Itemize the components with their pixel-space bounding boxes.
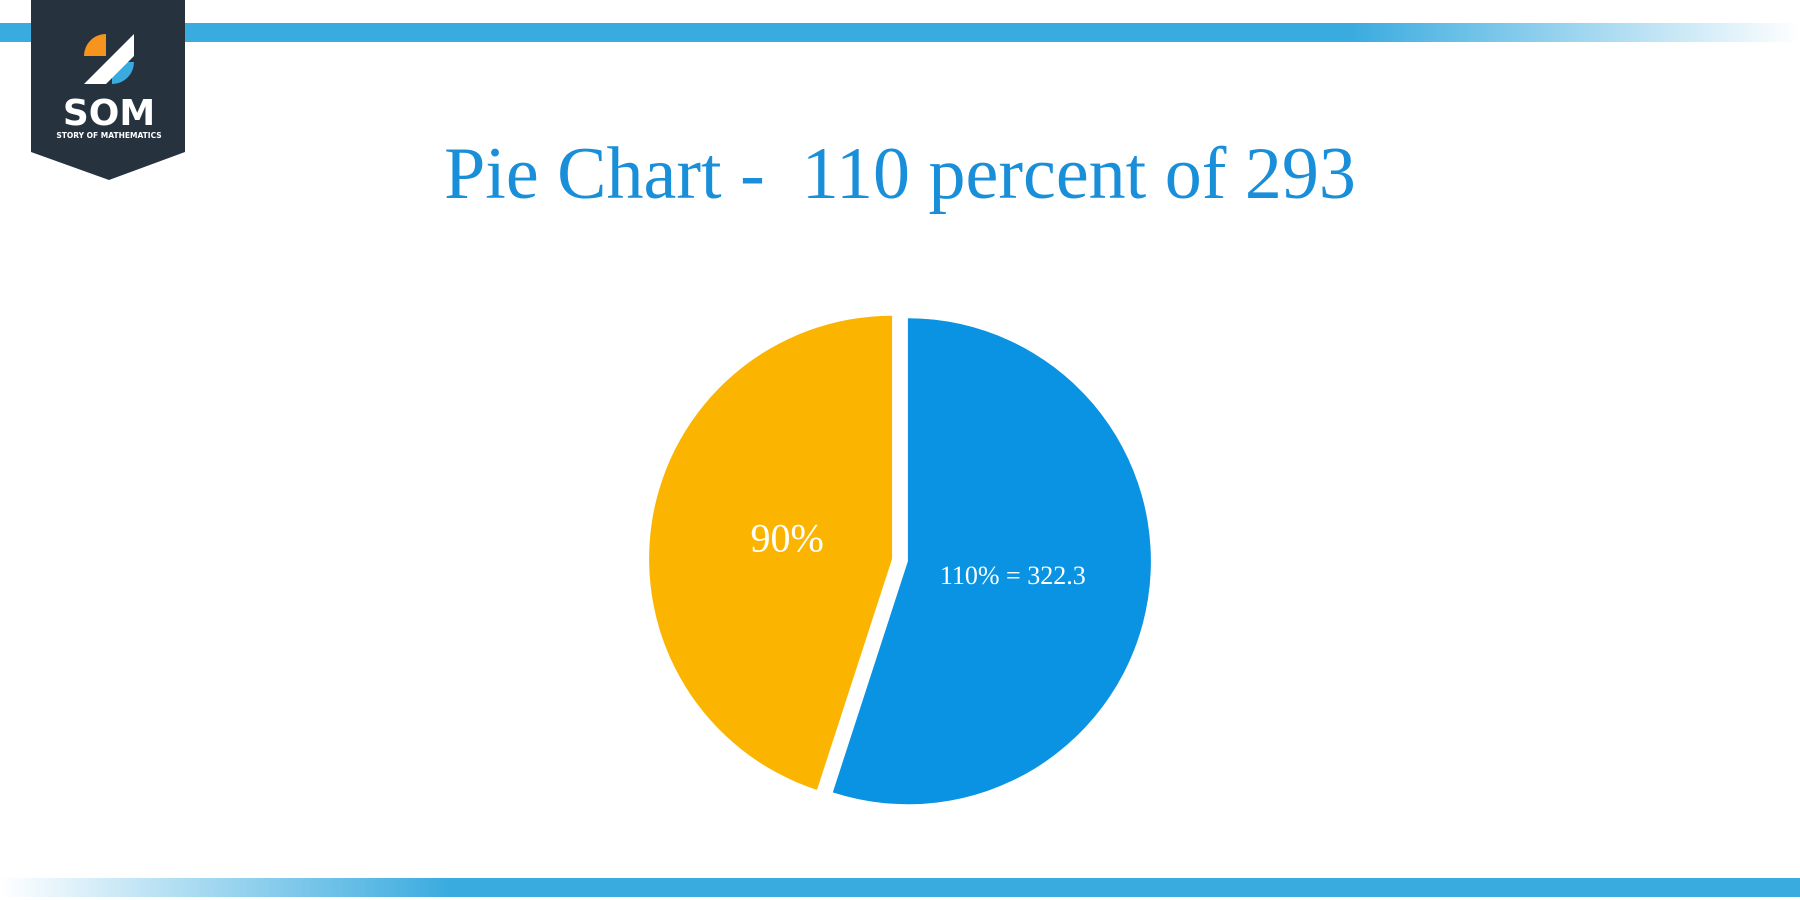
logo-icon <box>84 34 106 56</box>
bottom-bar <box>0 878 1800 897</box>
pie-slice <box>649 315 893 790</box>
pie-slice <box>832 318 1151 805</box>
pie: 110% = 322.3 90% <box>649 315 1151 805</box>
logo-text: SOM <box>63 93 155 134</box>
logo-icon <box>84 34 134 84</box>
top-bar <box>0 23 1800 42</box>
logo-tagline: STORY OF MATHEMATICS <box>56 131 161 140</box>
logo-badge <box>31 0 185 180</box>
chart-title: Pie Chart - 110 percent of 293 <box>444 133 1356 215</box>
logo: SOM STORY OF MATHEMATICS <box>31 0 185 180</box>
data-label: 90% <box>751 515 824 560</box>
data-label: 110% = 322.3 <box>940 561 1086 590</box>
